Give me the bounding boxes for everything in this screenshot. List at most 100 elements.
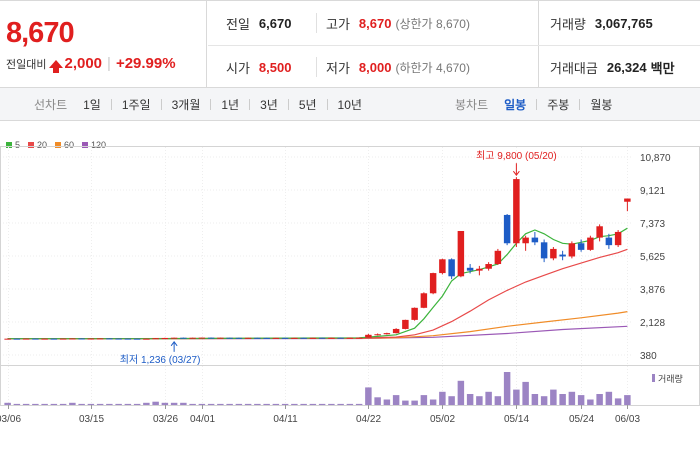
volume-bar xyxy=(318,403,326,405)
candle-body xyxy=(161,338,169,340)
candle-body xyxy=(180,337,187,339)
quote-panel: 8,670 전일대비 2,000 | +29.99% 전일 6,670 고가 8… xyxy=(0,0,700,89)
chart-frame xyxy=(0,146,700,406)
volume-bar xyxy=(429,399,437,405)
candle-body xyxy=(420,293,428,308)
volume-bar xyxy=(235,403,243,405)
tab-weekly[interactable]: 주봉 xyxy=(547,97,570,112)
y-tick-label: 9,121 xyxy=(640,186,665,197)
tab-divider xyxy=(287,98,289,110)
candle-body xyxy=(244,337,252,339)
high-annotation: 최고 9,800 (05/20) xyxy=(476,150,557,162)
volume-bar xyxy=(59,403,67,405)
volume-bar xyxy=(337,403,344,405)
tab-daily[interactable]: 일봉 xyxy=(504,97,527,112)
candle-body xyxy=(22,338,30,340)
candle-body xyxy=(281,337,289,339)
volume-bar xyxy=(115,403,122,405)
volume-bar xyxy=(300,403,307,405)
tab-1w[interactable]: 1주일 xyxy=(121,97,151,112)
volume-bar xyxy=(124,403,132,405)
candle-body xyxy=(448,259,455,277)
candle-body xyxy=(124,338,132,340)
volume-bar xyxy=(32,403,39,405)
candle-body xyxy=(300,337,307,339)
volume-bar xyxy=(50,403,58,405)
candle-body xyxy=(78,338,85,340)
open-value: 8,500 xyxy=(258,59,292,75)
volume-bar xyxy=(457,380,465,405)
candle-body xyxy=(503,214,511,244)
volume-label: 거래량 xyxy=(550,16,586,32)
tab-divider xyxy=(249,98,251,110)
tab-5y[interactable]: 5년 xyxy=(298,97,317,112)
volume-bar xyxy=(309,403,317,405)
candle-body xyxy=(152,338,159,340)
price-chart[interactable]: 5 20 60 120 10,870 9,121 7,373 5,625 3,876 2,… xyxy=(0,122,700,450)
volume-bar xyxy=(411,400,418,405)
candle-body xyxy=(50,338,58,340)
x-tick-label: 03/15 xyxy=(79,414,104,425)
candle-body xyxy=(235,337,243,339)
volume-bar xyxy=(550,389,557,405)
volume-bar xyxy=(170,402,178,405)
volume-bar xyxy=(466,394,474,405)
volume-bar xyxy=(476,396,483,405)
volume-bar xyxy=(254,403,261,405)
up-arrow-icon xyxy=(49,59,64,73)
candle-body xyxy=(522,237,529,244)
volume-bar xyxy=(596,394,603,405)
candle-body xyxy=(531,237,539,243)
volume-bar xyxy=(87,403,95,405)
legend-ma5: 5 xyxy=(6,140,20,150)
volume-bar xyxy=(448,396,455,405)
open-label: 시가 xyxy=(226,60,250,76)
volume-bar xyxy=(22,403,30,405)
tab-divider xyxy=(160,98,162,110)
candle-chart-title: 봉차트 xyxy=(455,97,489,112)
candle-body xyxy=(513,179,520,244)
x-tick-label: 03/26 xyxy=(153,414,178,425)
volume-bar xyxy=(41,403,48,405)
legend-ma60: 60 xyxy=(55,140,74,150)
ma120-line xyxy=(7,325,628,340)
volume-bar xyxy=(189,403,196,405)
candle-body xyxy=(217,337,224,339)
tab-10y[interactable]: 10년 xyxy=(337,97,362,112)
y-tick-label: 5,625 xyxy=(640,252,665,263)
candle-body xyxy=(577,243,585,250)
candle-body xyxy=(189,337,196,339)
volume-cell: 거래량 3,067,765 xyxy=(550,1,653,45)
current-price: 8,670 xyxy=(6,17,75,49)
tab-divider xyxy=(326,98,328,110)
candle-body xyxy=(318,337,326,339)
volume-bar xyxy=(133,403,141,405)
candle-body xyxy=(392,328,400,334)
candle-body xyxy=(550,248,557,259)
tab-3m[interactable]: 3개월 xyxy=(171,97,201,112)
low-value: 8,000 xyxy=(358,59,392,75)
prev-close-cell: 전일 6,670 xyxy=(226,1,291,45)
candle-body xyxy=(133,338,141,340)
amount-cell: 거래대금 26,324 백만 xyxy=(550,45,675,89)
candle-body xyxy=(337,337,344,339)
volume-bar xyxy=(198,403,206,405)
y-tick-label: 3,876 xyxy=(640,285,665,296)
tab-monthly[interactable]: 월봉 xyxy=(590,97,613,112)
candle-body xyxy=(624,198,631,202)
candle-body xyxy=(226,337,233,339)
volume-bar xyxy=(226,403,233,405)
candle-body xyxy=(457,230,465,277)
tab-1d[interactable]: 1일 xyxy=(83,97,101,112)
candle-body xyxy=(272,337,280,339)
candle-body xyxy=(106,338,113,340)
volume-bar xyxy=(180,402,187,405)
volume-bar xyxy=(559,394,566,405)
candle-body xyxy=(587,237,594,250)
volume-bar xyxy=(439,391,446,405)
tab-3y[interactable]: 3년 xyxy=(260,97,278,112)
upper-limit-value: 8,670 xyxy=(435,16,466,31)
volume-bar xyxy=(605,391,613,405)
tab-1y[interactable]: 1년 xyxy=(221,97,240,112)
volume-bar xyxy=(217,403,224,405)
